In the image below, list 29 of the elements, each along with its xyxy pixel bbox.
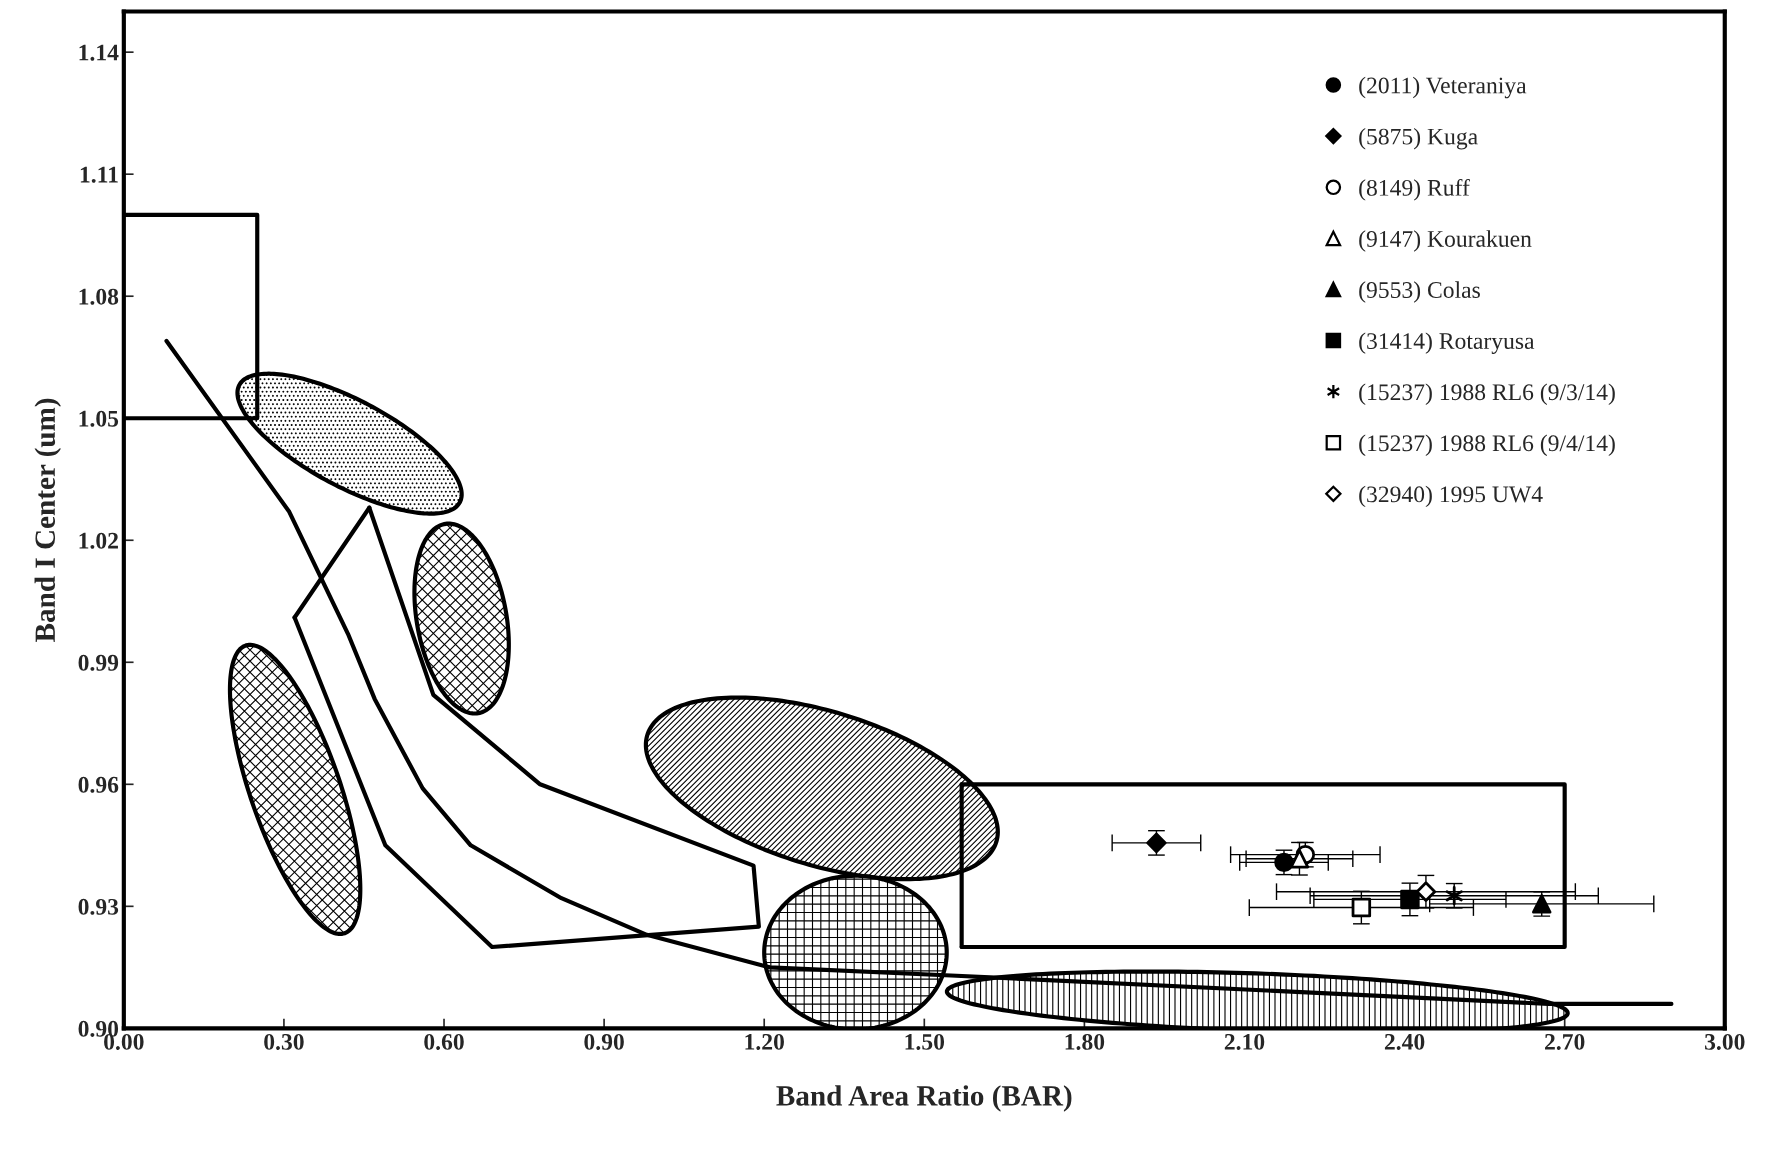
y-tick-label: 1.02 <box>79 532 118 549</box>
y-tick-label: 1.11 <box>80 166 118 183</box>
x-tick-label: 1.80 <box>1065 1033 1105 1050</box>
legend-label: (32940) 1995 UW4 <box>1359 485 1543 508</box>
legend-label: (8149) Ruff <box>1359 178 1470 201</box>
y-tick-label: 0.99 <box>78 654 119 671</box>
x-tick-label: 0.90 <box>584 1033 624 1050</box>
legend-label: (9147) Kourakuen <box>1359 230 1532 252</box>
y-tick-label: 1.08 <box>79 288 119 305</box>
legend-label: (9553) Colas <box>1359 281 1480 303</box>
legend-label: (15237) 1988 RL6 (9/3/14) <box>1359 383 1615 405</box>
x-tick-label: 2.70 <box>1545 1033 1585 1050</box>
x-tick-label: 1.50 <box>905 1033 945 1050</box>
legend-label: (31414) Rotaryusa <box>1359 332 1535 354</box>
y-tick-label: 1.14 <box>79 44 119 61</box>
x-tick-label: 2.40 <box>1384 1033 1425 1050</box>
y-axis-title: Band I Center (um) <box>34 398 61 642</box>
y-tick-label: 0.96 <box>78 776 119 793</box>
x-tick-label: 1.20 <box>745 1033 784 1050</box>
legend-label: (5875) Kuga <box>1359 127 1478 150</box>
x-tick-label: 3.00 <box>1705 1033 1745 1050</box>
legend-label: (2011) Veteraniya <box>1359 76 1527 99</box>
x-tick-label: 0.60 <box>424 1033 464 1050</box>
x-tick-label: 2.10 <box>1224 1033 1265 1050</box>
y-tick-label: 1.05 <box>79 410 119 427</box>
y-tick-label: 0.93 <box>78 898 119 915</box>
x-tick-label: 0.30 <box>264 1033 304 1050</box>
x-axis-title: Band Area Ratio (BAR) <box>776 1085 1072 1112</box>
legend-label: (15237) 1988 RL6 (9/4/14) <box>1359 434 1615 457</box>
